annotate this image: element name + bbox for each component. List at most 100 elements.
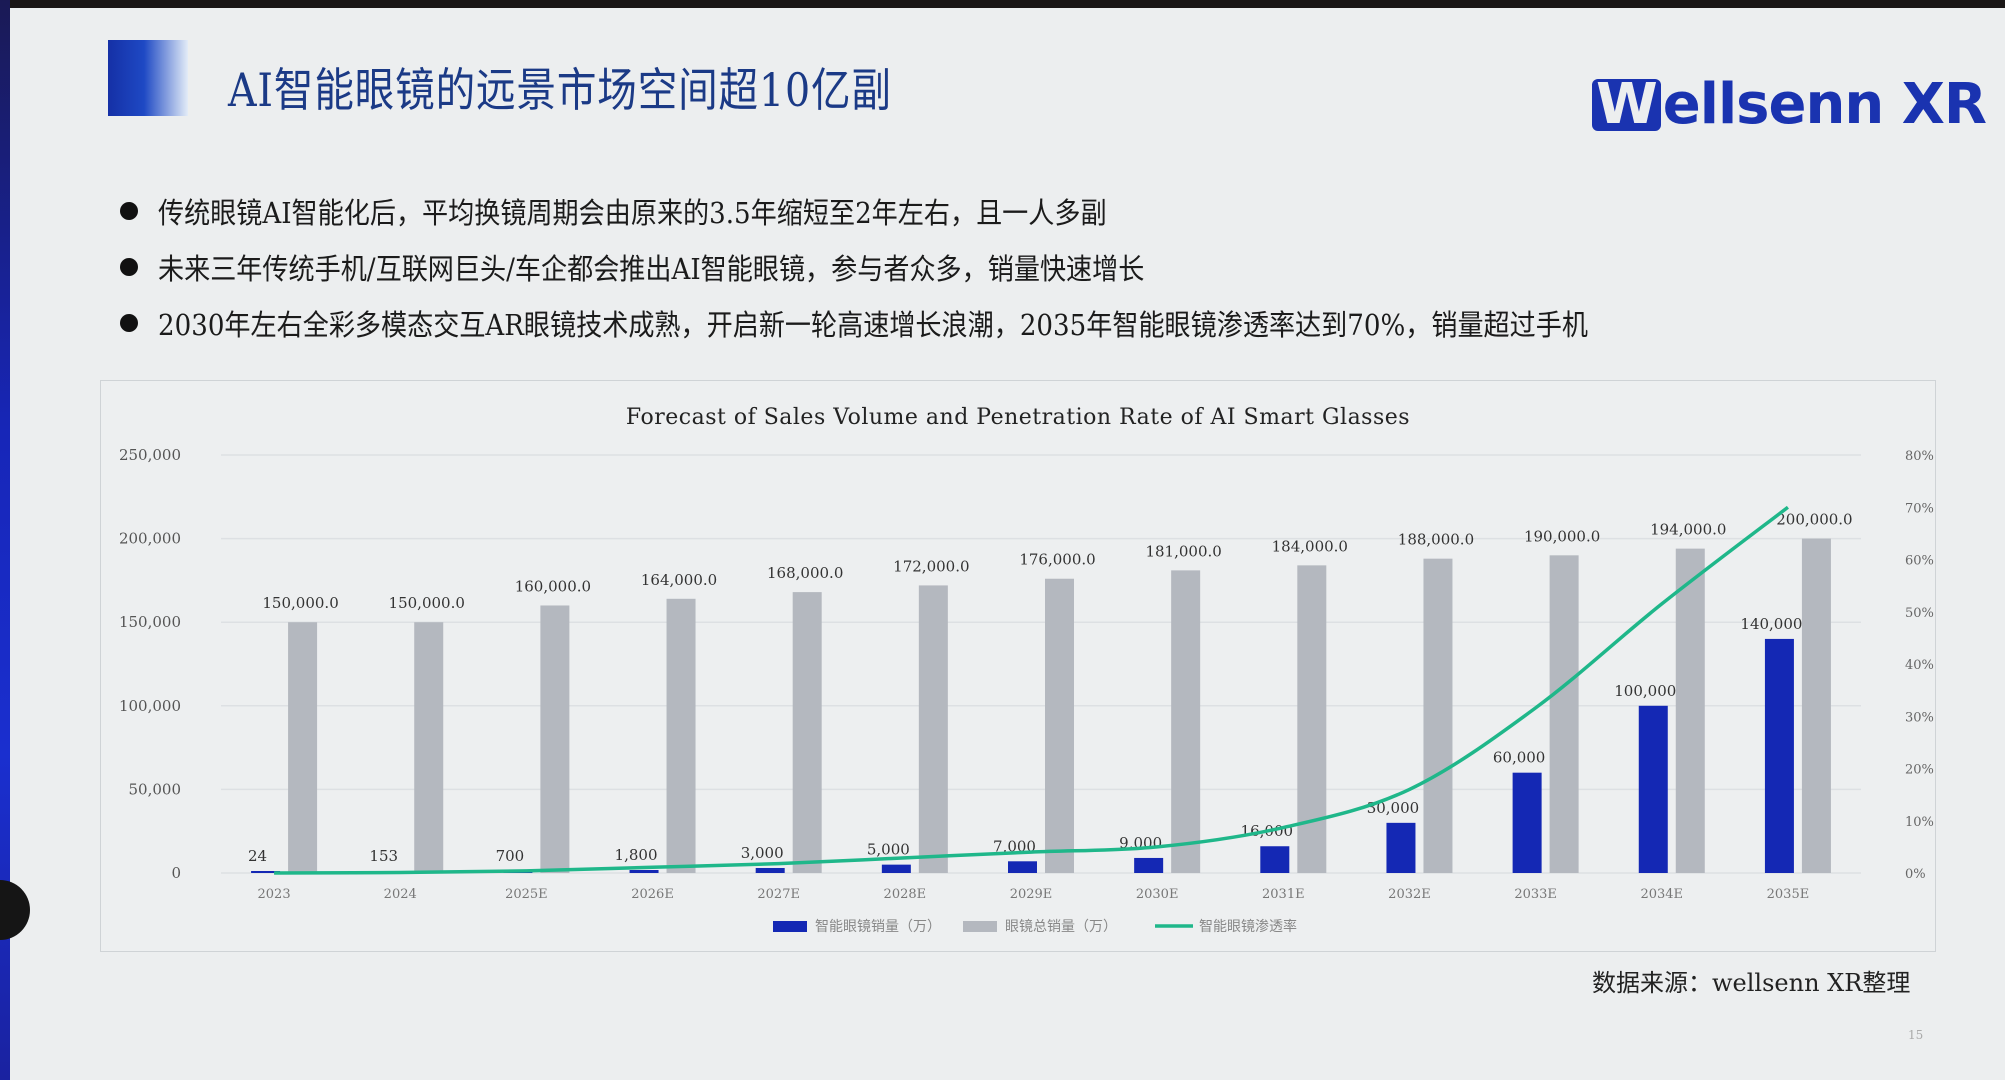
x-tick-label: 2030E <box>1136 887 1179 902</box>
smart-bar-label: 24 <box>248 847 267 865</box>
page-title: AI智能眼镜的远景市场空间超10亿副 <box>228 63 892 117</box>
smart-glasses-bar <box>1260 846 1290 873</box>
legend-swatch-smart <box>773 921 807 932</box>
legend-swatch-total <box>963 921 997 932</box>
y2-tick-label: 60% <box>1905 554 1934 569</box>
y-tick-label: 0 <box>171 864 181 882</box>
legend-label-penetration: 智能眼镜渗透率 <box>1199 918 1297 935</box>
total-bar-label: 168,000.0 <box>767 564 843 582</box>
total-bar-label: 176,000.0 <box>1019 551 1095 569</box>
y2-tick-label: 30% <box>1905 710 1934 725</box>
total-glasses-bar <box>1675 548 1705 873</box>
smart-glasses-bar <box>1386 822 1416 873</box>
x-tick-label: 2026E <box>631 887 674 902</box>
x-tick-label: 2024 <box>384 887 417 902</box>
total-glasses-bar <box>1801 538 1831 873</box>
total-bar-label: 160,000.0 <box>515 577 591 595</box>
smart-bar-label: 5,000 <box>867 841 910 859</box>
title-accent-block <box>108 40 188 116</box>
total-bar-label: 150,000.0 <box>389 594 465 612</box>
smart-bar-label: 100,000 <box>1614 682 1676 700</box>
x-tick-label: 2027E <box>757 887 800 902</box>
x-tick-label: 2034E <box>1640 887 1683 902</box>
smart-glasses-bar <box>629 869 659 873</box>
page-number: 15 <box>1908 1028 1924 1042</box>
smart-bar-label: 700 <box>496 847 525 865</box>
bullet-item: 2030年左右全彩多模态交互AR眼镜技术成熟，开启新一轮高速增长浪潮，2035年… <box>120 295 1747 351</box>
y2-tick-label: 40% <box>1905 658 1934 673</box>
total-glasses-bar <box>666 598 696 873</box>
x-tick-label: 2028E <box>884 887 927 902</box>
legend-label-smart: 智能眼镜销量（万） <box>815 919 941 935</box>
logo-mark-icon: W <box>1592 77 1661 133</box>
smart-glasses-bar <box>881 864 911 873</box>
x-tick-label: 2035E <box>1767 887 1810 902</box>
x-tick-label: 2033E <box>1514 887 1557 902</box>
bullet-dot-icon <box>120 202 138 220</box>
smart-bar-label: 60,000 <box>1493 749 1546 767</box>
bullet-dot-icon <box>120 314 138 332</box>
total-glasses-bar <box>288 622 318 873</box>
x-tick-label: 2032E <box>1388 887 1431 902</box>
y2-tick-label: 50% <box>1905 606 1934 621</box>
combo-chart: 0 50,000 100,000 150,000 200,000 250,000 0% 10%… <box>119 446 1934 935</box>
bullet-item: 未来三年传统手机/互联网巨头/车企都会推出AI智能眼镜，参与者众多，销量快速增长 <box>120 239 1747 295</box>
y-tick-label: 200,000 <box>119 530 181 548</box>
total-glasses-bar <box>1297 565 1327 873</box>
chart-title: Forecast of Sales Volume and Penetration… <box>625 405 1411 430</box>
y2-tick-label: 0% <box>1905 867 1926 882</box>
bullet-list: 传统眼镜AI智能化后，平均换镜周期会由原来的3.5年缩短至2年左右，且一人多副 … <box>120 183 1747 351</box>
total-bar-label: 188,000.0 <box>1398 531 1474 549</box>
total-bar-label: 172,000.0 <box>893 557 969 575</box>
x-tick-label: 2023 <box>258 887 291 902</box>
smart-bar-label: 140,000 <box>1740 615 1802 633</box>
logo-text: ellsenn XR <box>1662 72 1987 137</box>
smart-glasses-bar <box>1008 861 1037 873</box>
total-bar-label: 184,000.0 <box>1272 537 1348 555</box>
total-bar-label: 200,000.0 <box>1776 511 1852 529</box>
x-tick-label: 2029E <box>1010 887 1053 902</box>
total-glasses-bar <box>792 592 822 873</box>
total-bar-label: 164,000.0 <box>641 571 717 589</box>
total-glasses-bar <box>918 585 948 873</box>
penetration-rate-line <box>274 505 1789 875</box>
bullet-item: 传统眼镜AI智能化后，平均换镜周期会由原来的3.5年缩短至2年左右，且一人多副 <box>120 183 1747 239</box>
y2-tick-label: 10% <box>1905 815 1934 830</box>
x-tick-label: 2031E <box>1262 887 1305 902</box>
total-glasses-bar <box>1171 570 1201 873</box>
smart-glasses-bar <box>1512 772 1542 873</box>
total-glasses-bar <box>540 605 570 873</box>
smart-bar-label: 30,000 <box>1367 799 1420 817</box>
y2-tick-label: 70% <box>1905 501 1934 516</box>
total-bar-label: 181,000.0 <box>1145 542 1221 560</box>
total-glasses-bar <box>1045 578 1074 873</box>
smart-glasses-bar <box>1638 705 1668 873</box>
y-tick-label: 150,000 <box>119 613 181 631</box>
smart-bar-label: 3,000 <box>741 844 784 862</box>
smart-bar-label: 153 <box>369 847 398 865</box>
chart-panel: Forecast of Sales Volume and Penetration… <box>100 380 1936 952</box>
smart-glasses-bar <box>1764 638 1794 873</box>
legend-label-total: 眼镜总销量（万） <box>1005 919 1117 935</box>
total-glasses-bar <box>1549 555 1579 873</box>
y-tick-label: 250,000 <box>119 446 181 464</box>
y-tick-label: 50,000 <box>129 780 182 798</box>
total-bar-label: 190,000.0 <box>1524 527 1600 545</box>
y2-tick-label: 20% <box>1905 763 1934 778</box>
x-tick-label: 2025E <box>505 887 548 902</box>
total-bar-label: 194,000.0 <box>1650 521 1726 539</box>
y-tick-label: 100,000 <box>119 697 181 715</box>
smart-glasses-bar <box>1134 857 1164 873</box>
total-glasses-bar <box>1423 558 1453 873</box>
data-source-note: 数据来源：wellsenn XR整理 <box>1592 969 1911 997</box>
total-bar-label: 150,000.0 <box>262 594 338 612</box>
background-strip <box>0 0 10 1080</box>
smart-glasses-bar <box>755 867 785 873</box>
y2-tick-label: 80% <box>1905 449 1934 464</box>
smart-bar-label: 1,800 <box>615 846 658 864</box>
bullet-dot-icon <box>120 258 138 276</box>
smart-glasses-bar <box>251 871 281 873</box>
total-glasses-bar <box>414 622 444 873</box>
